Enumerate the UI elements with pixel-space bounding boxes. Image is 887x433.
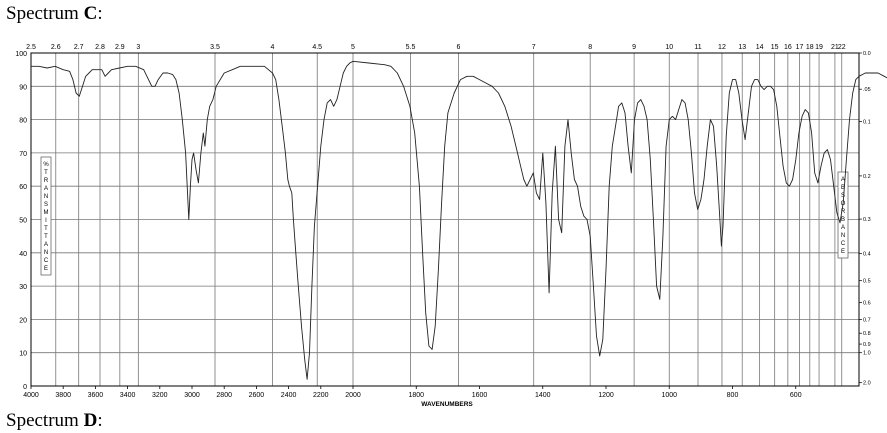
- right-tick-label: 0.3: [863, 217, 871, 223]
- left-tick-label: 20: [19, 317, 27, 324]
- bottom-tick-label: 1200: [598, 392, 614, 399]
- bottom-tick-label: 600: [790, 392, 802, 399]
- bottom-tick-label: 800: [727, 392, 739, 399]
- left-tick-label: 10: [19, 351, 27, 358]
- bottom-tick-label: 4000: [23, 392, 39, 399]
- right-tick-label: .05: [863, 87, 871, 93]
- top-tick-label: 15: [771, 44, 779, 51]
- top-tick-label: 6: [456, 44, 460, 51]
- left-tick-label: 40: [19, 251, 27, 258]
- top-tick-label: 4: [271, 44, 275, 51]
- top-tick-label: 8: [588, 44, 592, 51]
- bottom-tick-label: 2800: [216, 392, 232, 399]
- top-tick-label: 9: [632, 44, 636, 51]
- top-tick-label: 4.5: [312, 44, 322, 51]
- left-tick-label: 80: [19, 118, 27, 125]
- right-tick-label: 0.6: [863, 300, 871, 306]
- right-tick-label: 2.0: [863, 381, 871, 387]
- top-tick-label: 3.5: [210, 44, 220, 51]
- top-tick-label: 2.7: [74, 44, 84, 51]
- right-tick-label: 0.5: [863, 279, 871, 285]
- left-tick-label: 50: [19, 218, 27, 225]
- bottom-tick-label: 2600: [249, 392, 265, 399]
- bottom-tick-label: 3000: [184, 392, 200, 399]
- left-tick-label: 90: [19, 84, 27, 91]
- left-tick-label: 30: [19, 284, 27, 291]
- plot-frame: [30, 52, 860, 387]
- bottom-tick-label: 1800: [408, 392, 424, 399]
- top-tick-label: 17: [796, 44, 804, 51]
- bottom-tick-label: 2000: [345, 392, 361, 399]
- left-tick-label: 70: [19, 151, 27, 158]
- right-tick-label: 0.2: [863, 174, 871, 180]
- spectrum-d-letter: D: [83, 410, 98, 431]
- right-tick-label: 0.7: [863, 318, 871, 324]
- right-tick-label: 0.8: [863, 331, 871, 337]
- top-tick-label: 3: [136, 44, 140, 51]
- spectrum-d-title: Spectrum D:: [6, 410, 103, 431]
- top-tick-label: 7: [532, 44, 536, 51]
- top-tick-label: 14: [756, 44, 764, 51]
- top-tick-label: 18: [806, 44, 814, 51]
- right-tick-label: 0.0: [863, 51, 871, 57]
- left-tick-label: 100: [15, 51, 27, 58]
- left-y-axis-label: % T R A N S M I T T A N C E: [43, 162, 49, 272]
- right-tick-label: 0.1: [863, 119, 871, 125]
- top-tick-label: 10: [665, 44, 673, 51]
- top-tick-label: 12: [718, 44, 726, 51]
- bottom-tick-label: 1400: [535, 392, 551, 399]
- bottom-tick-label: 2200: [313, 392, 329, 399]
- bottom-tick-label: 1600: [472, 392, 488, 399]
- x-axis-label: WAVENUMBERS: [421, 401, 473, 408]
- left-y-axis-label-box: [40, 156, 52, 276]
- top-tick-label: 11: [694, 44, 701, 51]
- top-tick-label: 2.5: [26, 44, 36, 51]
- top-tick-label: 21: [831, 44, 839, 51]
- left-tick-label: 0: [23, 384, 27, 391]
- top-tick-label: 2.6: [51, 44, 61, 51]
- bottom-tick-label: 3600: [88, 392, 104, 399]
- spectrum-c-title: Spectrum C:: [6, 3, 103, 24]
- right-tick-label: 0.9: [863, 342, 871, 348]
- top-tick-label: 22: [838, 44, 846, 51]
- left-tick-label: 60: [19, 184, 27, 191]
- top-tick-label: 2.8: [95, 44, 105, 51]
- bottom-tick-label: 3200: [152, 392, 168, 399]
- bottom-tick-label: 1000: [661, 392, 677, 399]
- right-tick-label: 0.4: [863, 251, 871, 257]
- bottom-tick-label: 3800: [55, 392, 71, 399]
- right-tick-label: 1.0: [863, 351, 871, 357]
- spectrum-c-letter: C: [83, 3, 98, 24]
- bottom-tick-label: 2400: [281, 392, 297, 399]
- spectrum-trace: [31, 60, 887, 380]
- top-tick-label: 5: [351, 44, 355, 51]
- top-tick-label: 19: [815, 44, 823, 51]
- top-tick-label: 13: [738, 44, 746, 51]
- top-tick-label: 2.9: [115, 44, 125, 51]
- top-tick-label: 16: [784, 44, 792, 51]
- top-tick-label: 5.5: [406, 44, 416, 51]
- bottom-tick-label: 3400: [120, 392, 136, 399]
